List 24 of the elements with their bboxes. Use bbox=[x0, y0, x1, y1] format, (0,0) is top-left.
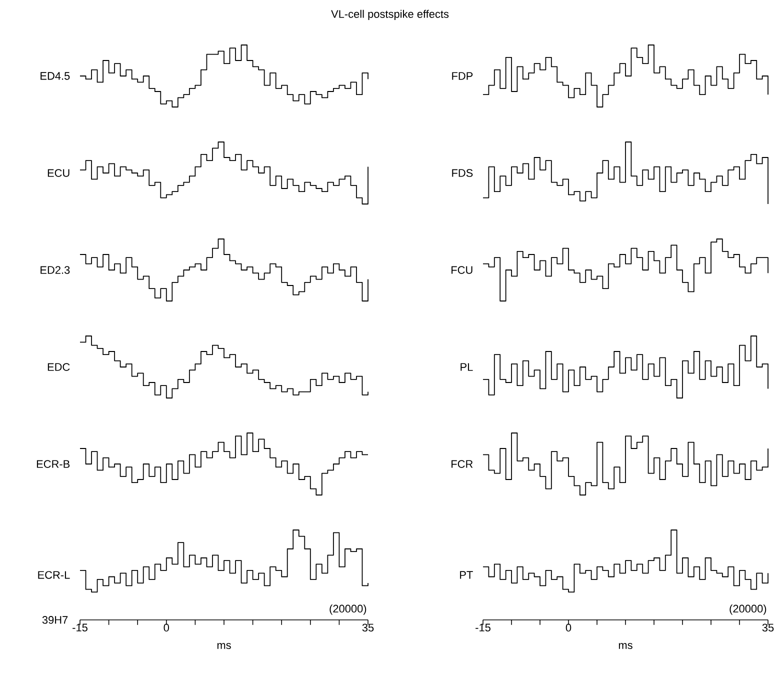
series-label: FCU bbox=[452, 266, 472, 274]
series-label: ECU bbox=[48, 169, 70, 177]
x-tick-label: 0 bbox=[164, 624, 170, 632]
x-tick-label: 0 bbox=[566, 624, 572, 632]
chart-title: VL-cell postspike effects bbox=[331, 10, 449, 20]
series-label: ED2.3 bbox=[40, 266, 70, 274]
series-label: ED4.5 bbox=[40, 72, 70, 80]
annotation: (20000) bbox=[330, 604, 366, 615]
series-label: PL bbox=[460, 363, 473, 371]
series-label: FDP bbox=[452, 72, 473, 80]
x-tick-label: -15 bbox=[72, 624, 88, 632]
x-tick-label: -15 bbox=[476, 624, 490, 632]
x-axis-title: ms bbox=[217, 643, 231, 650]
text: EDC bbox=[48, 363, 70, 371]
series-label: FDS bbox=[452, 169, 473, 177]
x-tick-label: 35 bbox=[762, 624, 774, 632]
x-axis-title: ms bbox=[618, 643, 632, 650]
series-label: ECR-L bbox=[38, 571, 70, 579]
text: 39H7 bbox=[42, 616, 68, 624]
series-label: ECR-B bbox=[36, 460, 70, 468]
annotation: (20000) bbox=[730, 604, 766, 615]
x-tick-label: 35 bbox=[362, 624, 374, 632]
series-label: FCR bbox=[452, 460, 473, 468]
series-label: PT bbox=[460, 571, 473, 579]
